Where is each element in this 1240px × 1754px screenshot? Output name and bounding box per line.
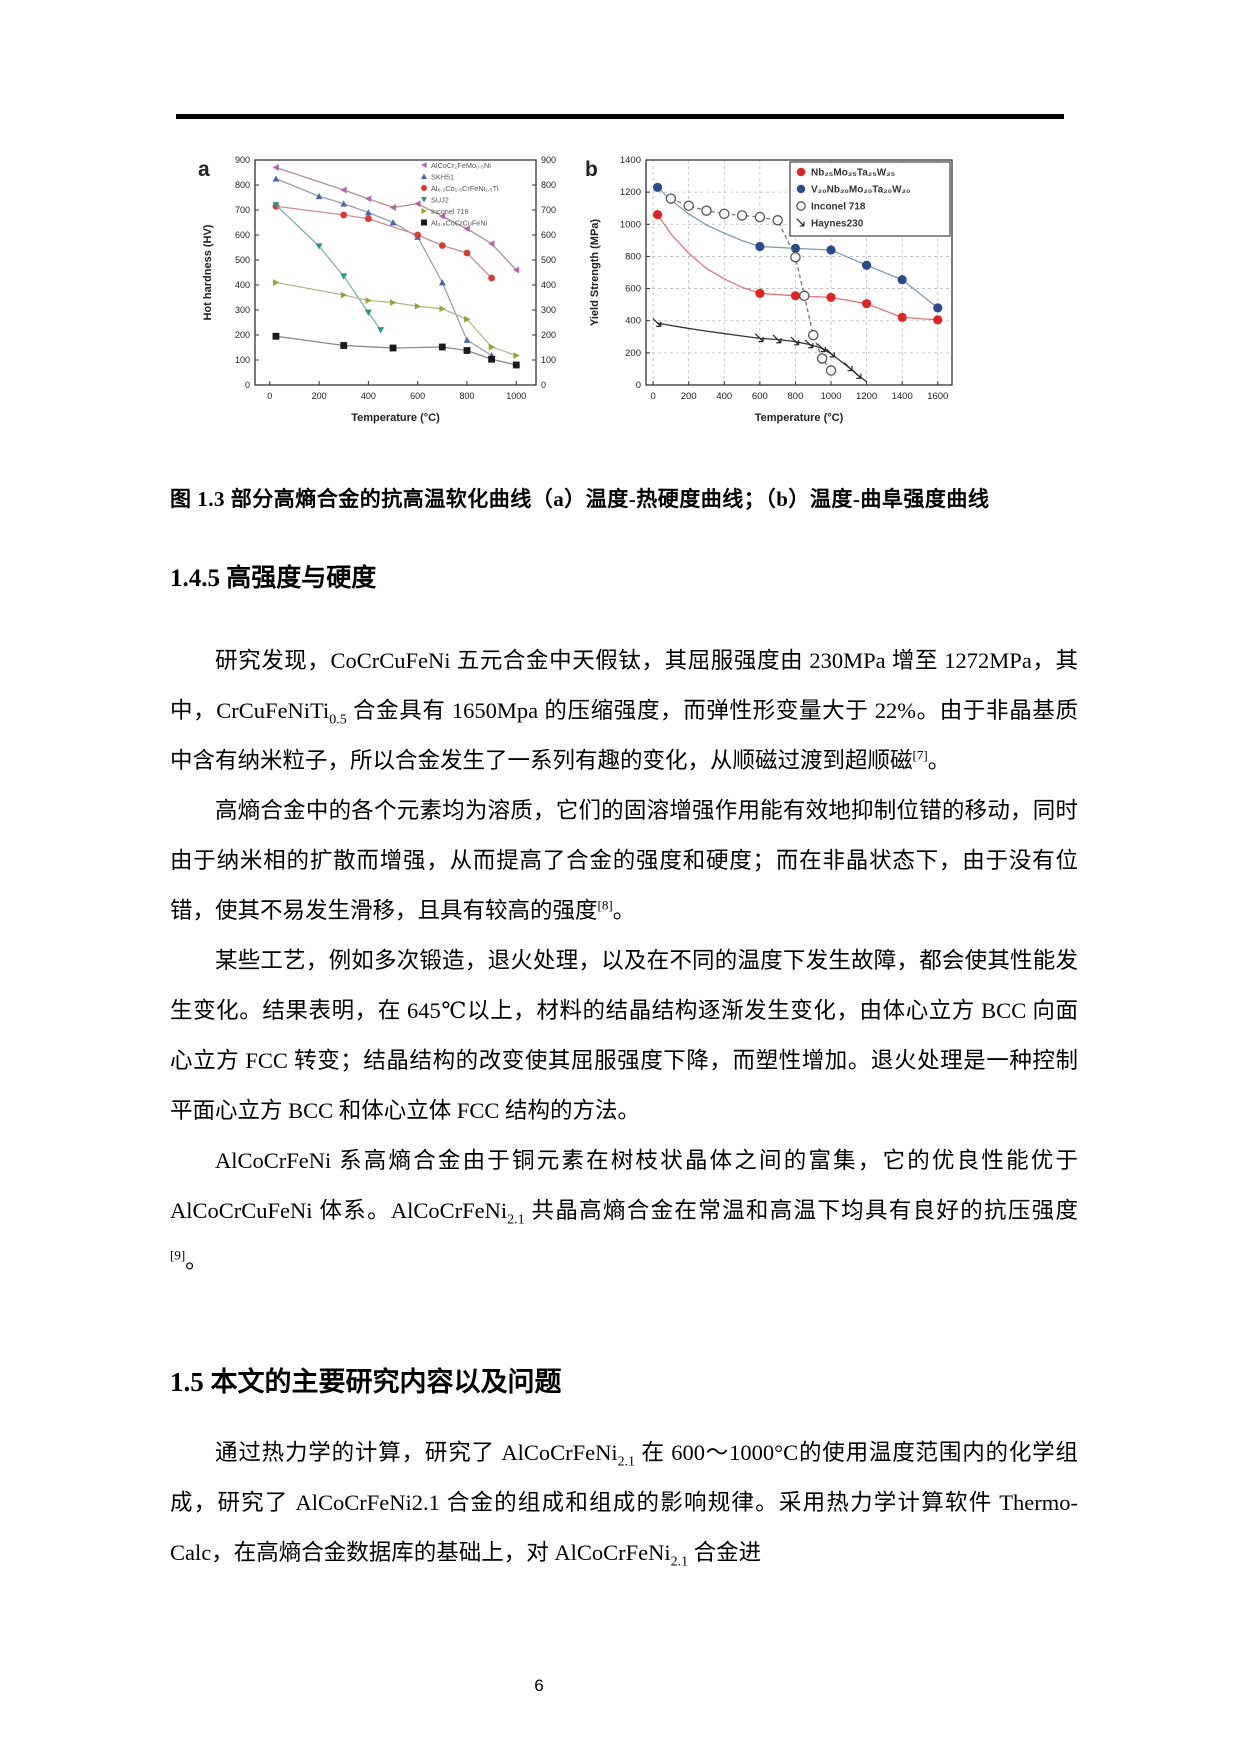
paragraph-1: 研究发现，CoCrCuFeNi 五元合金中天假钛，其屈服强度由 230MPa 增… (170, 648, 1078, 773)
figure-caption: 图 1.3 部分高熵合金的抗高温软化曲线（a）温度-热硬度曲线；（b）温度-曲阜… (170, 487, 990, 511)
svg-text:200: 200 (625, 348, 641, 359)
svg-text:800: 800 (235, 180, 250, 190)
svg-text:Inconel 718: Inconel 718 (431, 207, 469, 216)
figure-1-3: 0 200 400 600 800 1000 0 0 100 100 200 200 300 300 400… (193, 146, 960, 431)
header-rule (176, 114, 1064, 119)
svg-text:100: 100 (235, 355, 250, 365)
svg-text:Hot hardness (HV): Hot hardness (HV) (202, 224, 214, 320)
svg-text:SKH51: SKH51 (431, 172, 454, 181)
svg-text:800: 800 (459, 391, 474, 401)
svg-text:800: 800 (541, 180, 556, 190)
section-body-1-5: 通过热力学的计算，研究了 AlCoCrFeNi2.1 在 600～1000°C的… (170, 1428, 1078, 1578)
svg-text:400: 400 (541, 280, 556, 290)
svg-text:Haynes230: Haynes230 (811, 219, 864, 230)
section-body-1-4-5: 研究发现，CoCrCuFeNi 五元合金中天假钛，其屈服强度由 230MPa 增… (170, 636, 1078, 1286)
svg-text:900: 900 (541, 155, 556, 165)
svg-text:a: a (198, 158, 210, 181)
svg-text:Inconel 718: Inconel 718 (811, 202, 866, 213)
svg-text:100: 100 (541, 355, 556, 365)
paragraph-3: 某些工艺，例如多次锻造，退火处理，以及在不同的温度下发生故障，都会使其性能发生变… (170, 948, 1078, 1123)
svg-text:400: 400 (625, 316, 641, 327)
svg-text:1400: 1400 (892, 391, 913, 402)
svg-text:200: 200 (681, 391, 697, 402)
section-heading-1-5: 1.5 本文的主要研究内容以及问题 (170, 1367, 562, 1397)
svg-text:700: 700 (235, 205, 250, 215)
svg-text:500: 500 (235, 255, 250, 265)
svg-text:1200: 1200 (620, 187, 641, 198)
svg-text:Al₀.₅CoCrCuFeNi: Al₀.₅CoCrCuFeNi (431, 218, 488, 227)
svg-text:1000: 1000 (506, 391, 526, 401)
svg-text:1200: 1200 (856, 391, 877, 402)
svg-text:400: 400 (235, 280, 250, 290)
svg-text:600: 600 (235, 230, 250, 240)
svg-text:Al₀.₂Co₁.₅CrFeNi₁.₅Ti: Al₀.₂Co₁.₅CrFeNi₁.₅Ti (431, 184, 499, 193)
paragraph-4: AlCoCrFeNi 系高熵合金由于铜元素在树枝状晶体之间的富集，它的优良性能优… (170, 1148, 1078, 1273)
yield-strength-chart: 0 200 400 600 800 1000 1200 1400 1600 0 200 400 600 8… (585, 155, 953, 424)
svg-text:400: 400 (361, 391, 376, 401)
svg-text:700: 700 (541, 205, 556, 215)
svg-text:300: 300 (235, 305, 250, 315)
svg-text:600: 600 (625, 284, 641, 295)
paragraph-2: 高熵合金中的各个元素均为溶质，它们的固溶增强作用能有效地抑制位错的移动，同时由于… (170, 798, 1078, 923)
svg-text:Temperature (°C): Temperature (°C) (755, 412, 844, 424)
paragraph-5: 通过热力学的计算，研究了 AlCoCrFeNi2.1 在 600～1000°C的… (170, 1440, 1078, 1570)
svg-text:Temperature (°C): Temperature (°C) (351, 412, 440, 424)
svg-text:800: 800 (625, 251, 641, 262)
svg-text:1600: 1600 (927, 391, 948, 402)
svg-text:900: 900 (235, 155, 250, 165)
svg-text:1000: 1000 (620, 219, 641, 230)
svg-text:0: 0 (636, 380, 641, 391)
svg-text:Nb₂₅Mo₂₅Ta₂₅W₂₅: Nb₂₅Mo₂₅Ta₂₅W₂₅ (811, 168, 896, 179)
svg-text:AlCoCr₂FeMo₀.₅Ni: AlCoCr₂FeMo₀.₅Ni (431, 161, 491, 170)
svg-text:400: 400 (716, 391, 732, 402)
section-heading-1-4-5: 1.4.5 高强度与硬度 (170, 565, 377, 592)
svg-text:0: 0 (267, 391, 272, 401)
svg-text:1400: 1400 (620, 155, 641, 166)
svg-text:500: 500 (541, 255, 556, 265)
svg-text:200: 200 (235, 330, 250, 340)
page-number: 6 (534, 1676, 544, 1695)
svg-text:b: b (585, 158, 598, 181)
svg-text:1000: 1000 (820, 391, 841, 402)
svg-text:0: 0 (541, 380, 546, 390)
svg-text:200: 200 (541, 330, 556, 340)
svg-text:600: 600 (752, 391, 768, 402)
svg-text:SUJ2: SUJ2 (431, 195, 449, 204)
svg-text:600: 600 (410, 391, 425, 401)
svg-text:V₂₀Nb₂₀Mo₂₀Ta₂₀W₂₀: V₂₀Nb₂₀Mo₂₀Ta₂₀W₂₀ (811, 185, 911, 196)
svg-text:0: 0 (650, 391, 655, 402)
svg-text:200: 200 (312, 391, 327, 401)
svg-text:0: 0 (245, 380, 250, 390)
svg-text:800: 800 (788, 391, 804, 402)
hot-hardness-chart: 0 200 400 600 800 1000 0 0 100 100 200 200 300 300 400… (198, 155, 556, 424)
svg-text:600: 600 (541, 230, 556, 240)
svg-text:300: 300 (541, 305, 556, 315)
svg-text:Yield Strength (MPa): Yield Strength (MPa) (589, 219, 601, 326)
